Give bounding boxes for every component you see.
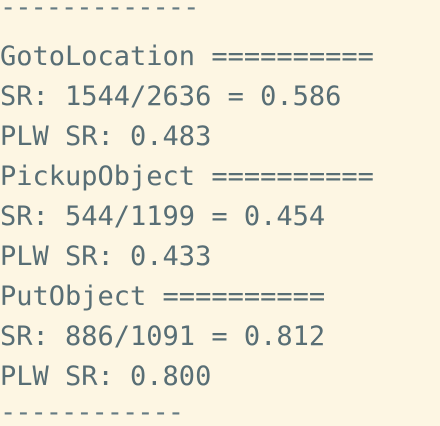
- putobject-header: PutObject ==========: [0, 281, 326, 312]
- separator-line-bottom: ------------: [0, 397, 184, 426]
- pickupobject-header: PickupObject ==========: [0, 161, 374, 192]
- putobject-sr-line: SR: 886/1091 = 0.812: [0, 321, 326, 352]
- pickupobject-sr-line: SR: 544/1199 = 0.454: [0, 201, 326, 232]
- pickupobject-plw-sr-line: PLW SR: 0.433: [0, 241, 212, 272]
- separator-line-top: -------------: [0, 0, 199, 23]
- gotolocation-plw-sr-line: PLW SR: 0.483: [0, 121, 212, 152]
- gotolocation-sr-line: SR: 1544/2636 = 0.586: [0, 81, 342, 112]
- putobject-plw-sr-line: PLW SR: 0.800: [0, 361, 212, 392]
- gotolocation-header: GotoLocation ==========: [0, 41, 374, 72]
